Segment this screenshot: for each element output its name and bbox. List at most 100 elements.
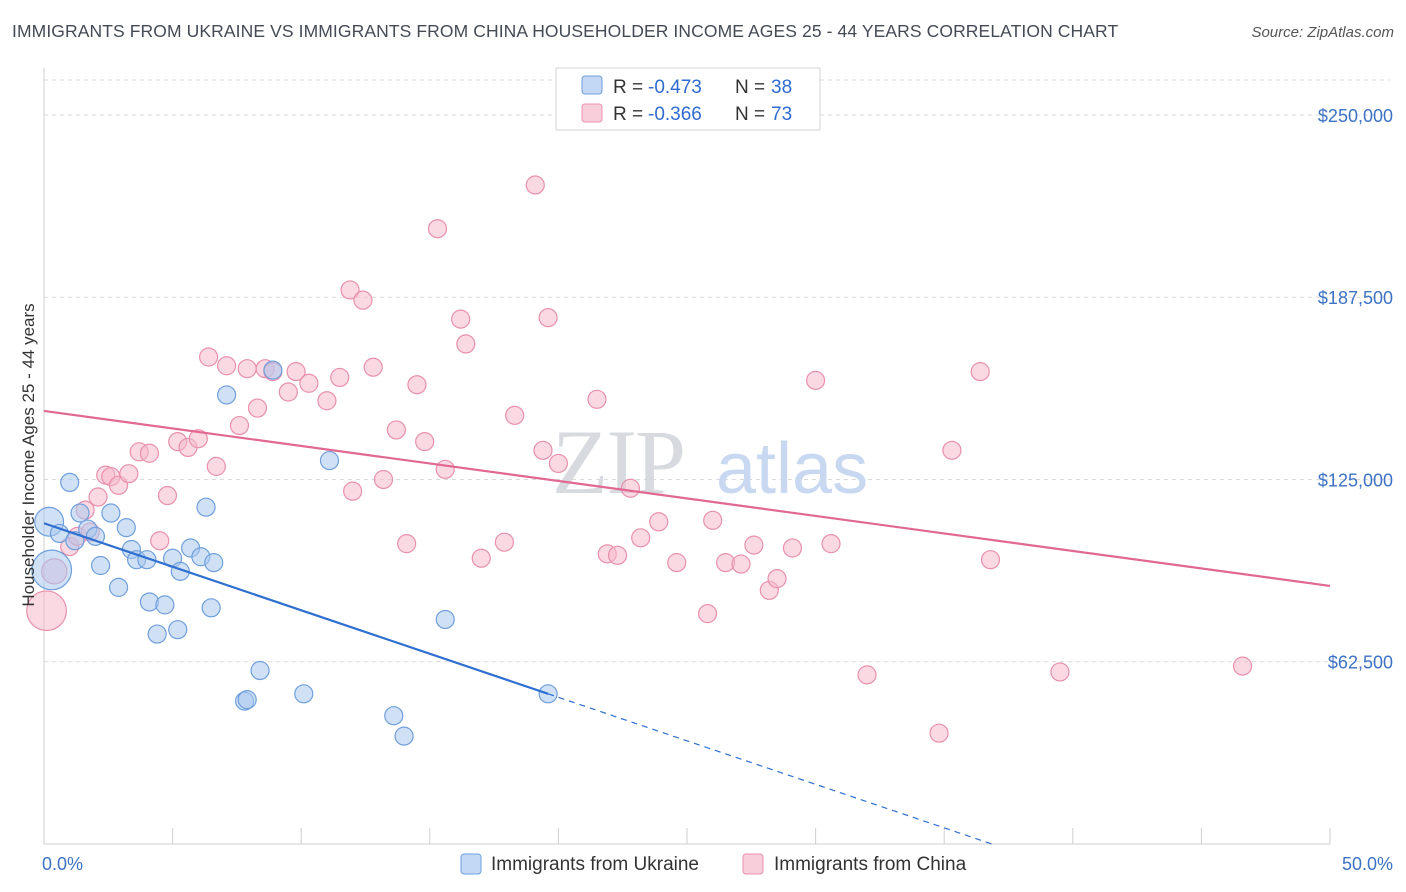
ukraine-point-30 — [263, 360, 283, 380]
china-point-34 — [363, 357, 383, 377]
china-point-38 — [407, 375, 427, 395]
trend-lines — [43, 409, 1331, 846]
china-point-45 — [494, 532, 514, 552]
ukraine-point-33 — [384, 706, 404, 726]
axes — [43, 68, 1331, 845]
china-point-48 — [533, 440, 553, 460]
ukraine-point-7 — [85, 526, 106, 546]
watermark: ZIP atlas — [552, 411, 868, 513]
ukraine-point-25 — [204, 553, 224, 573]
china-trend-line — [43, 409, 1331, 588]
y-tick-label-2: $187,500 — [1318, 288, 1393, 308]
ukraine-trend-extension — [547, 693, 996, 846]
china-point-17 — [188, 429, 208, 449]
china-point-70 — [942, 440, 962, 460]
china-point-67 — [821, 534, 841, 554]
ukraine-point-29 — [250, 660, 270, 681]
china-point-42 — [451, 309, 471, 329]
china-point-69 — [929, 723, 949, 743]
china-point-47 — [525, 175, 545, 195]
china-point-40 — [427, 219, 448, 239]
china-point-74 — [1232, 656, 1253, 676]
y-tick-label-1: $125,000 — [1318, 470, 1393, 490]
china-point-28 — [299, 373, 319, 393]
china-point-18 — [199, 347, 219, 367]
china-point-71 — [970, 362, 990, 382]
ukraine-point-14 — [137, 550, 157, 570]
china-point-57 — [667, 553, 687, 573]
legend-n-value-china: 73 — [771, 104, 792, 125]
china-point-55 — [631, 528, 651, 548]
x-tick-max: 50.0% — [1342, 854, 1393, 874]
china-point-37 — [397, 534, 417, 554]
china-point-10 — [119, 464, 139, 484]
china-point-12 — [139, 443, 160, 463]
bottom-legend-label-ukraine: Immigrants from Ukraine — [491, 854, 699, 875]
ukraine-point-5 — [70, 503, 90, 523]
china-point-29 — [317, 391, 337, 411]
ukraine-point-28 — [237, 690, 257, 710]
source-credit: Source: ZipAtlas.com — [1251, 24, 1394, 41]
ukraine-point-11 — [116, 518, 136, 538]
legend-r-value-ukraine: -0.473 — [648, 77, 702, 98]
ukraine-trend-line — [43, 522, 549, 695]
ukraine-point-31 — [294, 684, 314, 704]
ukraine-point-16 — [147, 624, 167, 644]
watermark-zip: ZIP — [552, 411, 684, 513]
y-tick-labels: $62,500 $125,000 $187,500 $250,000 — [1318, 106, 1393, 673]
china-point-58 — [697, 604, 718, 624]
china-point-56 — [649, 512, 669, 532]
legend-swatch-ukraine — [581, 75, 603, 95]
china-point-13 — [150, 531, 170, 551]
china-point-30 — [330, 367, 350, 388]
china-point-26 — [278, 382, 298, 402]
bottom-legend: Immigrants from Ukraine Immigrants from … — [460, 853, 967, 875]
ukraine-point-32 — [319, 450, 340, 471]
ukraine-point-3 — [60, 472, 80, 493]
bottom-legend-swatch-china — [742, 853, 764, 875]
top-legend: R = -0.473 N = 38 R = -0.366 N = 73 — [555, 67, 821, 131]
legend-n-label-china: N = — [735, 104, 765, 125]
y-axis-label: Householder Income Ages 25 - 44 years — [19, 303, 38, 606]
legend-swatch-china — [581, 103, 603, 123]
ukraine-point-17 — [155, 595, 175, 615]
ukraine-point-26 — [217, 385, 237, 405]
china-point-39 — [415, 431, 435, 452]
legend-r-label-china: R = — [613, 104, 643, 125]
ukraine-point-34 — [394, 726, 414, 746]
ukraine-point-8 — [90, 555, 111, 576]
china-point-22 — [237, 359, 257, 379]
china-point-14 — [157, 485, 178, 506]
ukraine-point-19 — [168, 620, 188, 640]
china-point-53 — [607, 545, 628, 565]
china-point-64 — [767, 569, 787, 589]
china-point-31 — [343, 481, 363, 501]
china-point-66 — [805, 370, 826, 390]
china-point-44 — [471, 548, 491, 568]
china-point-51 — [587, 389, 607, 409]
china-point-54 — [620, 478, 641, 498]
china-point-49 — [538, 308, 558, 328]
china-point-33 — [353, 290, 373, 310]
china-point-19 — [206, 456, 226, 476]
legend-n-label-ukraine: N = — [735, 77, 765, 98]
china-point-23 — [247, 398, 268, 418]
china-point-20 — [217, 356, 237, 376]
ukraine-point-9 — [101, 503, 121, 523]
bottom-legend-swatch-ukraine — [460, 853, 482, 875]
china-point-72 — [980, 550, 1001, 570]
china-point-35 — [373, 469, 394, 490]
ukraine-point-1 — [31, 549, 73, 591]
china-point-59 — [703, 510, 723, 530]
bottom-legend-label-china: Immigrants from China — [774, 854, 967, 875]
legend-r-label-ukraine: R = — [613, 77, 643, 98]
x-tick-min: 0.0% — [42, 854, 83, 874]
china-point-46 — [505, 405, 525, 425]
china-point-43 — [456, 334, 476, 354]
ukraine-point-10 — [108, 577, 129, 597]
china-point-27 — [286, 362, 306, 382]
ukraine-point-24 — [201, 598, 221, 618]
china-point-36 — [386, 420, 406, 440]
china-point-41 — [435, 459, 455, 479]
china-point-6 — [88, 487, 108, 507]
